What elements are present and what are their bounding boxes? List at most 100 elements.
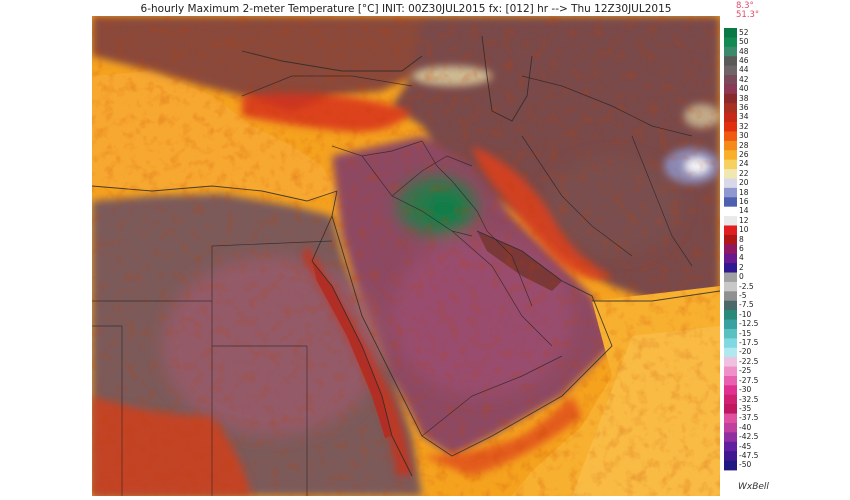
- color-legend: [724, 28, 737, 471]
- legend-swatch: [724, 46, 737, 57]
- legend-swatch: [724, 375, 737, 386]
- legend-tick-label: -22.5: [739, 356, 759, 366]
- legend-tick-label: 30: [739, 131, 749, 141]
- legend-swatch: [724, 37, 737, 48]
- legend-swatch: [724, 422, 737, 433]
- legend-swatch: [724, 150, 737, 161]
- legend-tick-label: 18: [739, 187, 749, 197]
- legend-swatch: [724, 84, 737, 95]
- legend-tick-label: 50: [739, 37, 749, 47]
- field-texture: [92, 16, 720, 496]
- legend-tick-label: -30: [739, 385, 752, 395]
- legend-tick-label: -10: [739, 309, 752, 319]
- legend-swatch: [724, 234, 737, 245]
- coastlines: [92, 35, 720, 477]
- legend-swatch: [724, 197, 737, 208]
- legend-tick-label: -12.5: [739, 319, 759, 329]
- legend-swatch: [724, 28, 737, 38]
- legend-swatch: [724, 112, 737, 123]
- legend-swatch: [724, 432, 737, 443]
- legend-swatch: [724, 413, 737, 424]
- brand-logo: WxBell: [738, 482, 769, 492]
- legend-tick-label: 28: [739, 140, 749, 150]
- legend-tick-label: -25: [739, 366, 752, 376]
- legend-swatch: [724, 319, 737, 330]
- legend-tick-label: -40: [739, 422, 752, 432]
- legend-tick-label: -32.5: [739, 394, 759, 404]
- legend-swatch: [724, 206, 737, 217]
- legend-swatch: [724, 451, 737, 461]
- legend-tick-label: 34: [739, 112, 749, 122]
- legend-swatch: [724, 131, 737, 142]
- legend-swatch: [724, 122, 737, 132]
- legend-swatch: [724, 169, 737, 179]
- legend-swatch: [724, 244, 737, 255]
- legend-tick-label: -42.5: [739, 432, 759, 442]
- legend-swatch: [724, 178, 737, 189]
- legend-tick-label: 14: [739, 206, 749, 216]
- legend-tick-label: 4: [739, 253, 744, 263]
- legend-max-label: 51.3°: [736, 10, 760, 20]
- legend-tick-label: -27.5: [739, 375, 759, 385]
- legend-swatch: [724, 65, 737, 76]
- legend-swatch: [724, 328, 737, 339]
- legend-tick-label: 44: [739, 65, 749, 75]
- legend-swatch: [724, 225, 737, 236]
- legend-tick-label: -2.5: [739, 281, 754, 291]
- legend-swatch: [724, 347, 737, 358]
- legend-tick-label: -45: [739, 441, 752, 451]
- legend-swatch: [724, 385, 737, 396]
- legend-swatch: [724, 460, 737, 471]
- legend-tick-label: 32: [739, 121, 749, 131]
- legend-tick-label: -50: [739, 460, 752, 470]
- legend-swatch: [724, 263, 737, 273]
- legend-swatch: [724, 291, 737, 302]
- legend-swatch: [724, 140, 737, 151]
- legend-tick-label: 38: [739, 93, 749, 103]
- legend-tick-label: 20: [739, 178, 749, 188]
- legend-swatch: [724, 103, 737, 114]
- legend-tick-label: 22: [739, 168, 749, 178]
- legend-swatch: [724, 281, 737, 292]
- legend-swatch: [724, 216, 737, 226]
- legend-swatch: [724, 366, 737, 377]
- legend-swatch: [724, 253, 737, 264]
- legend-swatch: [724, 187, 737, 198]
- legend-swatch: [724, 338, 737, 349]
- legend-swatch: [724, 272, 737, 283]
- legend-tick-label: -17.5: [739, 338, 759, 347]
- legend-tick-label: 8: [739, 234, 744, 244]
- legend-tick-label: -20: [739, 347, 752, 357]
- legend-swatch: [724, 75, 737, 85]
- legend-tick-label: 48: [739, 46, 749, 56]
- legend-swatch: [724, 394, 737, 405]
- legend-tick-label: -35: [739, 403, 752, 413]
- legend-tick-label: 12: [739, 215, 749, 225]
- legend-tick-label: -15: [739, 328, 752, 338]
- legend-tick-label: 16: [739, 197, 749, 206]
- legend-tick-label: -37.5: [739, 413, 759, 423]
- legend-tick-label: 2: [739, 262, 744, 272]
- legend-tick-label: 0: [739, 272, 744, 282]
- map-title: 6-hourly Maximum 2-meter Temperature [°C…: [140, 3, 672, 15]
- legend-tick-label: -5: [739, 291, 747, 300]
- legend-tick-label: 24: [739, 159, 749, 169]
- legend-tick-label: 10: [739, 225, 749, 235]
- legend-tick-label: -47.5: [739, 450, 759, 460]
- legend-swatch: [724, 441, 737, 452]
- legend-swatch: [724, 56, 737, 67]
- legend-swatch: [724, 357, 737, 367]
- legend-swatch: [724, 300, 737, 311]
- legend-tick-label: 42: [739, 74, 749, 84]
- legend-tick-label: 36: [739, 102, 749, 112]
- legend-min-label: 8.3°: [736, 1, 754, 11]
- legend-swatch: [724, 159, 737, 170]
- temperature-map: [92, 16, 720, 496]
- legend-tick-label: 26: [739, 150, 749, 159]
- legend-tick-label: -7.5: [739, 300, 754, 310]
- legend-tick-label: 46: [739, 55, 749, 65]
- legend-tick-label: 6: [739, 244, 744, 253]
- legend-swatch: [724, 93, 737, 104]
- legend-swatch: [724, 310, 737, 320]
- legend-tick-label: 52: [739, 27, 749, 37]
